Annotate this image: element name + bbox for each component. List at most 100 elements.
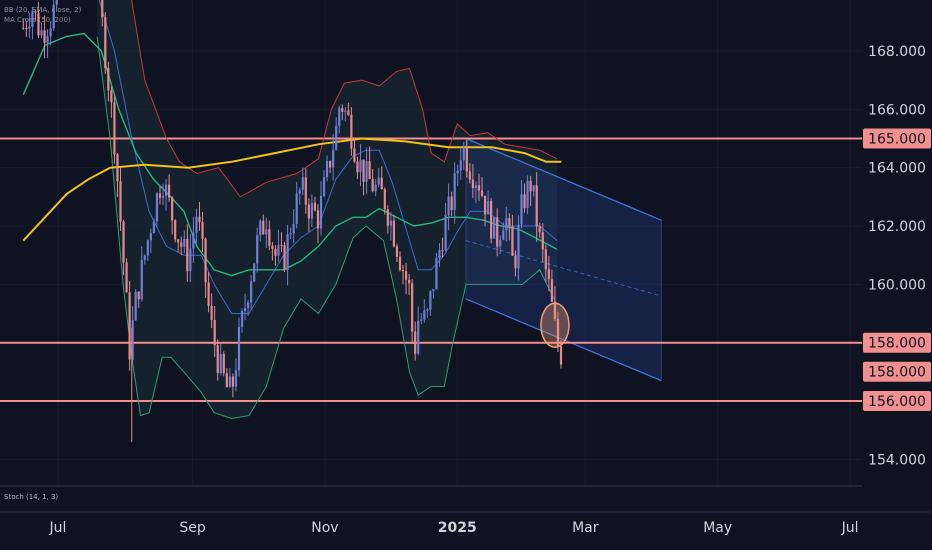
candle-body	[377, 177, 380, 185]
candle-body	[225, 373, 228, 388]
candle-body	[389, 220, 392, 226]
candle-body	[553, 301, 557, 319]
candle-body	[313, 202, 317, 211]
candle-body	[520, 194, 523, 225]
candle-body	[146, 240, 149, 256]
candle-body	[122, 221, 125, 263]
candle-body	[28, 26, 31, 29]
ma50-line	[22, 32, 558, 277]
candle-body	[234, 370, 238, 387]
horizontal-levels[interactable]	[0, 137, 862, 403]
candle-body	[362, 159, 365, 182]
level-tag-bg	[863, 361, 931, 382]
candle-body	[219, 353, 222, 374]
candle-body	[325, 161, 329, 178]
candle-body	[538, 226, 541, 233]
candle-body	[338, 108, 341, 126]
x-tick-label: May	[703, 520, 732, 536]
candle-body	[386, 209, 389, 226]
candle-body	[486, 201, 490, 215]
candle-body	[104, 17, 107, 69]
candle-body	[514, 255, 517, 269]
candle-body	[365, 161, 368, 182]
candle-body	[322, 177, 326, 196]
candle-body	[271, 245, 274, 249]
candle-body	[471, 179, 475, 188]
candle-body	[401, 269, 405, 272]
candle-body	[353, 148, 356, 162]
candle-body	[158, 193, 162, 198]
level-tag: 165.000	[863, 128, 931, 149]
candle-body	[195, 216, 198, 233]
candle-body	[453, 173, 456, 210]
candle-body	[246, 302, 250, 309]
candle-body	[55, 0, 58, 5]
candle-body	[34, 11, 37, 13]
bb-indicator-label[interactable]: BB (20, SMA, close, 2)	[4, 6, 82, 14]
candle-body	[493, 217, 496, 239]
channel-lower-line	[465, 298, 662, 382]
candle-body	[435, 258, 438, 290]
candle-body	[119, 181, 122, 222]
candle-body	[508, 218, 511, 227]
channel-fill	[465, 138, 662, 381]
channel-mid-line	[465, 240, 662, 297]
candle-body	[480, 190, 484, 196]
candle-body	[417, 320, 420, 354]
candle-body	[164, 184, 168, 196]
y-tick-label: 160.000	[868, 277, 926, 293]
candle-body	[277, 245, 280, 256]
x-tick-label: 2025	[438, 520, 477, 536]
candle-body	[502, 230, 505, 240]
y-tick-label: 168.000	[868, 44, 926, 60]
circle-marker[interactable]	[540, 302, 570, 348]
level-tag: 156.000	[863, 391, 931, 412]
bb-upper-line	[131, 0, 558, 198]
candle-body	[295, 193, 298, 224]
candle-body	[559, 346, 563, 365]
candle-body	[426, 309, 429, 311]
candle-body	[374, 184, 377, 192]
candle-body	[280, 245, 283, 247]
candle-body	[116, 154, 119, 182]
candle-body	[438, 250, 441, 259]
candle-body	[356, 161, 359, 173]
candle-body	[213, 320, 216, 346]
candle-body	[250, 281, 253, 303]
candle-body	[423, 310, 426, 320]
candle-body	[49, 28, 52, 37]
candle-body	[186, 238, 189, 272]
candle-body	[511, 226, 514, 256]
candle-body	[43, 30, 46, 43]
candle-body	[371, 178, 374, 192]
candle-body	[465, 147, 468, 172]
candle-body	[174, 220, 177, 240]
candle-body	[231, 376, 235, 387]
x-tick-label: Sep	[179, 520, 206, 536]
candle-body	[483, 195, 487, 215]
candle-body	[319, 195, 323, 229]
candle-body	[477, 185, 481, 191]
candle-body	[450, 196, 453, 210]
x-tick-label: Jul	[49, 520, 67, 536]
candle-body	[222, 353, 225, 374]
candle-body	[532, 185, 535, 192]
candle-body	[459, 160, 462, 171]
candle-body	[52, 4, 55, 29]
candle-body	[189, 248, 192, 272]
candle-body	[183, 238, 186, 247]
candle-body	[265, 229, 268, 235]
candle-body	[304, 177, 307, 205]
candle-body	[152, 221, 156, 234]
candle-body	[344, 110, 347, 112]
ma-indicator-label[interactable]: MA Cross (50, 200)	[4, 16, 71, 24]
candle-body	[286, 234, 289, 270]
candle-body	[496, 217, 499, 247]
candle-body	[125, 262, 128, 293]
stoch-pane-label[interactable]: Stoch (14, 1, 3)	[4, 493, 59, 501]
circle-marker-group[interactable]	[540, 302, 570, 348]
candle-body	[468, 171, 471, 180]
price-level-tags: 165.000 158.000 158.000 156.000	[863, 128, 931, 412]
time-axis[interactable]: Jul Sep Nov 2025 Mar May Jul	[49, 520, 859, 536]
